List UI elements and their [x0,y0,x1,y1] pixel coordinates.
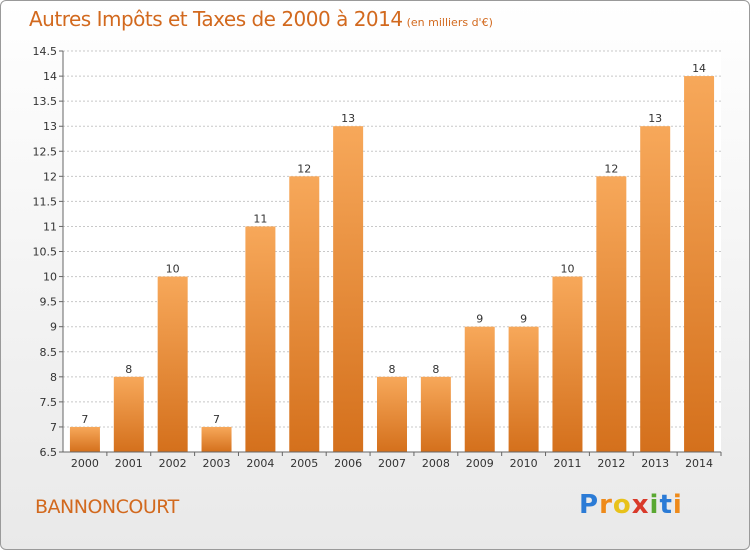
y-tick-label: 9 [50,321,57,334]
y-tick-label: 6.5 [40,446,58,459]
value-label-2004: 11 [253,212,267,225]
x-tick-label-2014: 2014 [685,457,713,470]
bar-2014 [684,76,715,452]
x-tick-label-2005: 2005 [290,457,318,470]
bar-2003 [201,426,232,452]
logo-letter: i [649,490,660,520]
y-tick-label: 13.5 [33,95,58,108]
value-label-2006: 13 [341,112,355,125]
y-tick-label: 8 [50,371,57,384]
y-tick-label: 8.5 [40,346,58,359]
bar-2002 [157,276,188,452]
x-tick-label-2008: 2008 [422,457,450,470]
y-tick-label: 11.5 [33,195,58,208]
value-label-2014: 14 [692,62,706,75]
logo-letter: r [599,490,613,520]
bar-2000 [69,426,100,452]
y-tick-label: 12 [43,170,57,183]
chart-title: Autres Impôts et Taxes de 2000 à 2014 (en… [29,7,493,31]
x-tick-label-2011: 2011 [553,457,581,470]
y-tick-label: 10 [43,271,57,284]
chart-title-text: Autres Impôts et Taxes de 2000 à 2014 [29,7,403,31]
bar-2007 [377,376,407,452]
value-label-2001: 8 [125,363,132,376]
bar-2012 [596,176,627,452]
y-tick-label: 11 [43,220,57,233]
x-tick-label-2009: 2009 [466,457,494,470]
y-tick-label: 9.5 [40,296,58,309]
y-tick-label: 14 [43,70,57,83]
value-label-2010: 9 [520,313,527,326]
x-tick-label-2002: 2002 [159,457,187,470]
y-tick-label: 14.5 [33,45,58,58]
x-tick-label-2003: 2003 [203,457,231,470]
bars-group: 7 8 10 7 11 12 13 8 8 9 9 10 12 13 14 [69,62,715,452]
value-label-2005: 12 [297,162,311,175]
logo-letter: t [659,490,673,520]
logo-letter: i [672,490,683,520]
x-tick-label-2000: 2000 [71,457,99,470]
value-label-2009: 9 [476,313,483,326]
logo-letter: x [631,490,650,520]
bar-2004 [245,226,276,452]
bar-2010 [508,326,539,452]
value-label-2013: 13 [648,112,662,125]
x-axis: 2000 2001 2002 2003 2004 2005 2006 2007 2008 2009… [71,452,722,470]
x-tick-label-2004: 2004 [246,457,274,470]
y-tick-label: 10.5 [33,246,58,259]
value-label-2003: 7 [213,413,220,426]
y-tick-label: 7 [50,421,57,434]
chart-unit: (en milliers d'€) [406,16,493,29]
value-label-2008: 8 [432,363,439,376]
value-label-2007: 8 [389,363,396,376]
x-tick-label-2001: 2001 [115,457,143,470]
y-axis: 6.5 7 7.5 8 8.5 9 9.5 10 10.5 11 11.5 12 12.5 13 13.5 1… [33,45,63,459]
bar-2005 [289,176,320,452]
bar-2008 [420,376,451,452]
x-tick-label-2013: 2013 [641,457,669,470]
logo-letter: P [579,490,600,520]
bar-2011 [552,276,583,452]
proxiti-logo: Proxiti [579,490,683,520]
y-tick-label: 12.5 [33,145,58,158]
logo-letter: o [612,490,632,520]
value-label-2002: 10 [166,263,180,276]
bar-2006 [333,126,364,452]
x-tick-label-2012: 2012 [597,457,625,470]
y-tick-label: 7.5 [40,396,58,409]
y-tick-label: 13 [43,120,57,133]
x-tick-label-2006: 2006 [334,457,362,470]
value-label-2012: 12 [604,162,618,175]
bar-2013 [640,126,671,452]
bar-2009 [464,326,495,452]
commune-name: BANNONCOURT [35,496,179,518]
bar-2001 [113,376,144,452]
value-label-2011: 10 [560,263,574,276]
value-label-2000: 7 [81,413,88,426]
x-tick-label-2007: 2007 [378,457,406,470]
x-tick-label-2010: 2010 [510,457,538,470]
